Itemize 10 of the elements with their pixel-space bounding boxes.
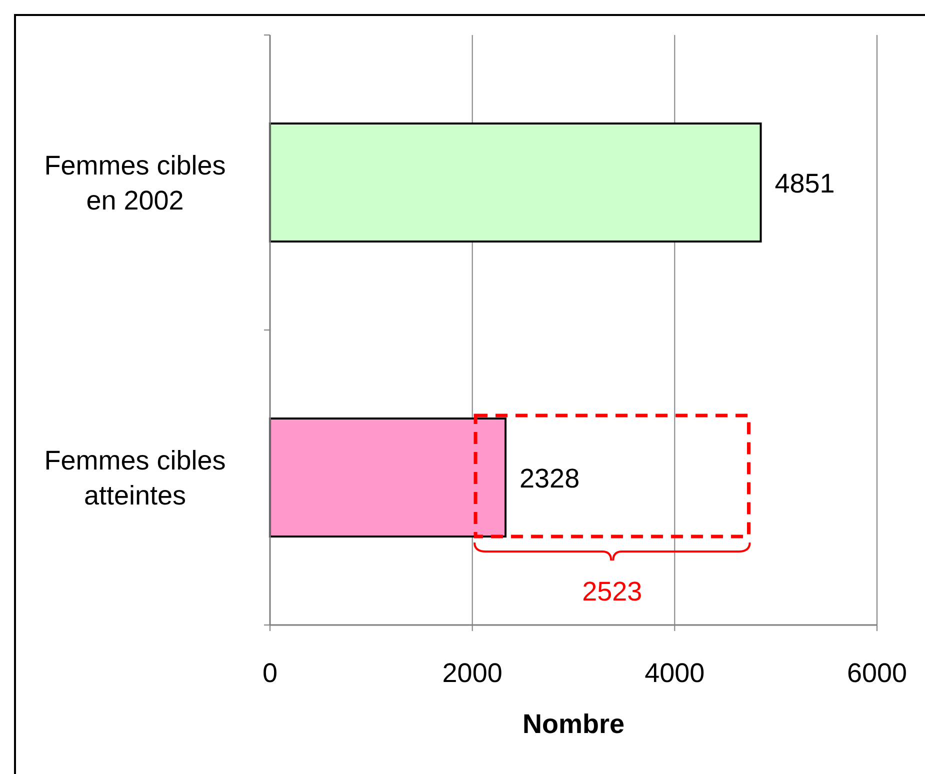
data-label: 2328 xyxy=(520,464,580,494)
y-tick-label: Femmes cibles atteintes xyxy=(44,446,226,510)
annotation: 2523 xyxy=(582,576,642,606)
x-axis-title: Nombre xyxy=(522,709,625,739)
x-tick-label: 2000 xyxy=(442,658,502,688)
x-tick-label: 4000 xyxy=(644,658,705,688)
x-tick-label: 6000 xyxy=(846,658,908,688)
y-tick-label: Femmes cibles en 2002 xyxy=(44,150,226,216)
data-label: 4851 xyxy=(774,168,835,198)
x-tick-label: 0 xyxy=(262,658,278,688)
